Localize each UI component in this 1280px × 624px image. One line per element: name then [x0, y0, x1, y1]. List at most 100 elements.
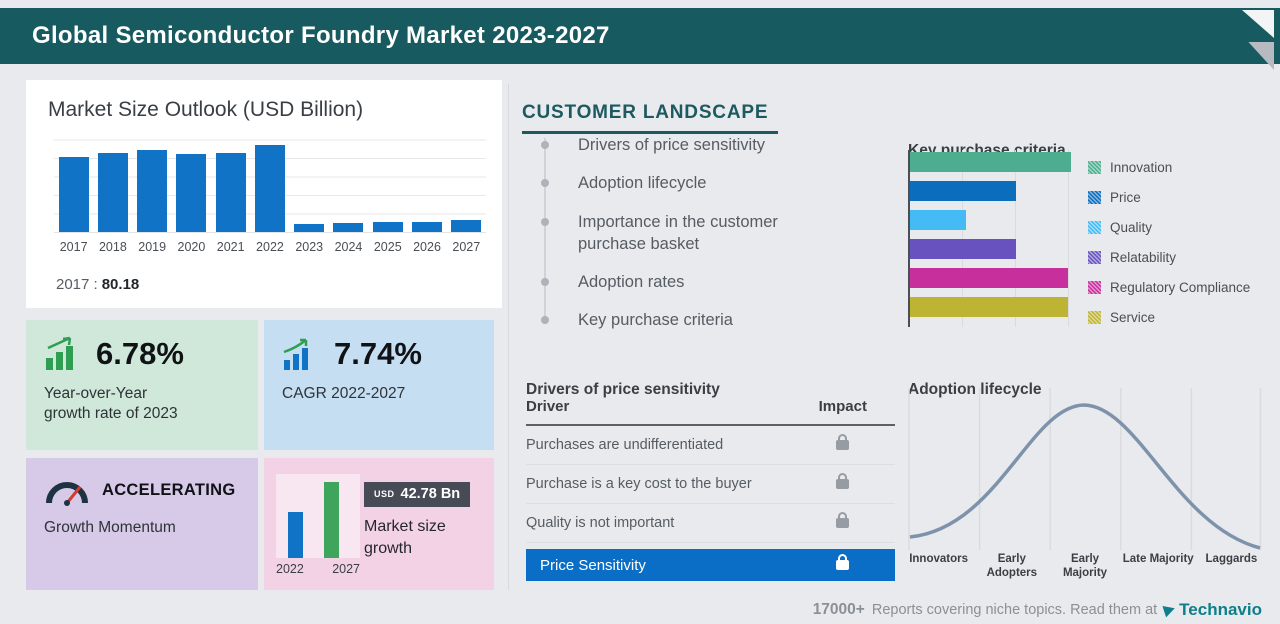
year-label: 2018	[98, 240, 127, 254]
year-label: 2026	[413, 240, 441, 254]
momentum-label: Growth Momentum	[44, 519, 176, 536]
legend-label: Innovation	[1110, 159, 1173, 175]
market-chart-column: 2026	[407, 138, 446, 256]
footer-text: Reports covering niche topics. Read them…	[871, 602, 1158, 618]
mini-year-label: 2022	[276, 562, 304, 576]
driver-column-header: Driver	[526, 398, 570, 415]
legend-item: Relatability	[1088, 242, 1250, 272]
header: Global Semiconductor Foundry Market 2023…	[0, 8, 1280, 64]
legend-label: Service	[1110, 309, 1156, 325]
driver-cell: Purchases are undifferentiated	[526, 437, 724, 453]
kp-bar-innovation	[910, 152, 1071, 172]
market-bar-2019	[137, 150, 168, 232]
footer: 17000+ Reports covering niche topics. Re…	[813, 600, 1262, 620]
market-size-title: Market Size Outlook (USD Billion)	[48, 98, 364, 121]
kp-bar-quality	[910, 210, 966, 230]
cagr-value: 7.74%	[334, 336, 422, 371]
growth-bars-icon	[46, 336, 73, 370]
market-chart-column: 2021	[211, 138, 250, 256]
market-chart-column: 2024	[329, 138, 368, 256]
market-size-card: Market Size Outlook (USD Billion) 2017 20…	[26, 80, 502, 308]
mini-bar-2022	[288, 512, 303, 558]
year-label: 2025	[373, 240, 402, 254]
kp-bar-regulatory-compliance	[910, 268, 1068, 288]
landscape-list-item: Key purchase criteria	[541, 301, 794, 339]
market-bar-2023	[294, 224, 325, 232]
legend-item: Quality	[1088, 212, 1250, 242]
customer-landscape-title: CUSTOMER LANDSCAPE	[522, 102, 779, 134]
market-bar-2022	[254, 145, 285, 232]
lock-icon	[836, 434, 849, 450]
adoption-stage-label: Innovators	[909, 553, 968, 565]
note-value: 80.18	[101, 276, 140, 293]
landscape-list-item: Adoption lifecycle	[541, 164, 794, 202]
market-bar-2026	[412, 222, 443, 232]
landscape-list-item: Importance in the customer purchase bask…	[541, 203, 794, 264]
lock-icon	[836, 473, 849, 489]
momentum-status: ACCELERATING	[102, 480, 236, 499]
year-label: 2020	[177, 240, 206, 254]
section-divider	[508, 84, 509, 590]
mini-growth-chart	[276, 474, 360, 558]
market-size-bar-chart: 2017 2018 2019 2020 2021 2022 2023 2024 2025 2026…	[54, 138, 486, 260]
kp-bar-service	[910, 297, 1068, 317]
adoption-stage-label: Early Majority	[1062, 553, 1108, 580]
market-chart-column: 2025	[368, 138, 407, 256]
market-growth-card: 2022 2027 USD 42.78 Bn Market size growth	[264, 458, 494, 590]
legend-label: Regulatory Compliance	[1110, 279, 1251, 295]
bell-curve-chart	[908, 388, 1262, 550]
customer-landscape-list: Drivers of price sensitivity Adoption lif…	[541, 126, 794, 340]
yoy-label-line2: growth rate of 2023	[44, 405, 178, 423]
legend-item: Service	[1088, 302, 1250, 332]
cagr-label: CAGR 2022-2027	[282, 385, 406, 402]
impact-column-header: Impact	[818, 398, 867, 415]
key-purchase-legend: Innovation Price Quality Relatability Regula…	[1088, 152, 1250, 332]
cagr-card: 7.74% CAGR 2022-2027	[264, 320, 494, 450]
yoy-value: 6.78%	[96, 336, 184, 371]
lock-icon	[836, 554, 849, 570]
adoption-lifecycle-curve	[908, 388, 1262, 550]
driver-cell: Quality is not important	[526, 515, 675, 531]
highlight-label: Price Sensitivity	[540, 556, 646, 574]
legend-item: Regulatory Compliance	[1088, 272, 1250, 302]
year-label: 2022	[256, 240, 284, 254]
year-label: 2023	[295, 240, 324, 254]
growth-amount: 42.78 Bn	[400, 486, 461, 502]
note-year: 2017 :	[56, 276, 98, 293]
mini-chart-years: 2022 2027	[276, 562, 360, 576]
growth-label: Market size growth	[364, 518, 446, 557]
growth-amount-badge: USD 42.78 Bn	[364, 482, 471, 507]
legend-label: Quality	[1110, 219, 1153, 235]
market-chart-column: 2020	[172, 138, 211, 256]
market-bar-2017	[58, 157, 89, 232]
market-chart-column: 2022	[250, 138, 289, 256]
price-sensitivity-highlight-row: Price Sensitivity	[526, 549, 895, 581]
market-chart-column: 2019	[133, 138, 172, 256]
adoption-stage-label: Laggards	[1205, 553, 1258, 565]
technavio-link[interactable]: Technavio	[1162, 600, 1262, 620]
adoption-stage-label: Late Majority	[1122, 553, 1194, 565]
market-chart-column: 2017	[54, 138, 93, 256]
lock-icon	[836, 512, 849, 528]
market-bar-2021	[215, 153, 246, 232]
currency-label: USD	[374, 489, 395, 499]
technavio-logo-text: Technavio	[1179, 600, 1262, 619]
legend-swatch-icon	[1088, 160, 1101, 174]
legend-label: Price	[1110, 189, 1141, 205]
year-label: 2021	[216, 240, 245, 254]
year-label: 2019	[138, 240, 167, 254]
year-label: 2027	[452, 240, 481, 254]
cagr-chart-icon	[283, 338, 308, 370]
kp-bar-relatability	[910, 239, 1016, 259]
market-chart-column: 2023	[290, 138, 329, 256]
year-label: 2024	[334, 240, 363, 254]
table-row: Purchase is a key cost to the buyer	[526, 465, 895, 504]
legend-item: Innovation	[1088, 152, 1250, 182]
landscape-list-item: Drivers of price sensitivity	[541, 126, 794, 164]
kp-bar-price	[910, 181, 1016, 201]
legend-swatch-icon	[1088, 250, 1101, 264]
growth-momentum-card: ACCELERATING Growth Momentum	[26, 458, 258, 590]
yoy-label-line1: Year-over-Year	[44, 385, 148, 402]
mini-year-label: 2027	[332, 562, 360, 576]
adoption-stage-labels: Innovators Early Adopters Early Majority La…	[902, 552, 1268, 581]
